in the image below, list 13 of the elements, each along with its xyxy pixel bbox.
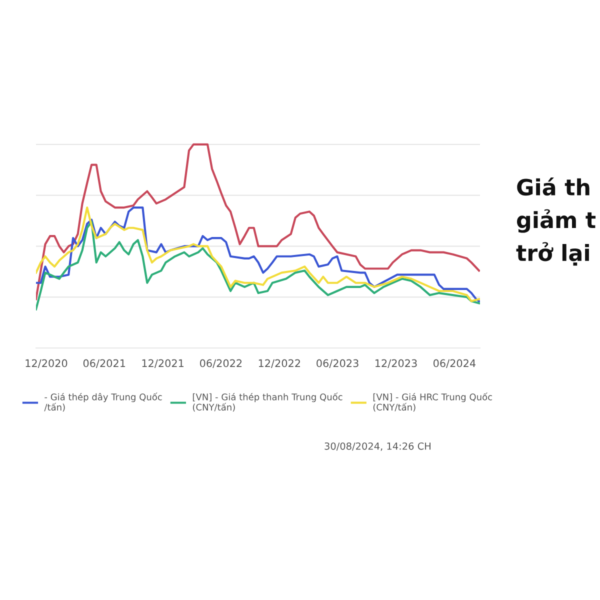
x-tick-label: 12/2022 (258, 359, 300, 368)
x-tick-label: 12/2020 (26, 359, 68, 368)
x-tick-label: 06/2022 (200, 359, 242, 368)
x-tick-label: 06/2024 (433, 359, 476, 368)
text: Giá th giảm t trở lại (516, 177, 596, 266)
legend-label: - Giá thép dây Trung Quốc /tấn) (44, 392, 162, 412)
x-tick-label: 06/2023 (316, 359, 358, 368)
x-tick-label: 06/2021 (83, 359, 126, 368)
legend-label: [VN] - Giá thép thanh Trung Quốc (CNY/tấn) (192, 392, 342, 412)
x-tick-label: 12/2021 (142, 359, 184, 368)
text: 30/08/2024, 14:26 CH (324, 442, 430, 451)
legend-label: [VN] - Giá HRC Trung Quốc (CNY/tấn) (373, 392, 492, 412)
x-tick-label: 12/2023 (376, 359, 417, 368)
